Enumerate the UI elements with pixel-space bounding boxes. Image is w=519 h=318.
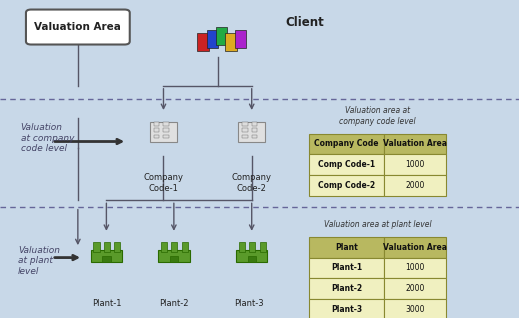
FancyBboxPatch shape bbox=[384, 299, 446, 318]
FancyBboxPatch shape bbox=[26, 10, 130, 45]
Bar bbox=[161, 242, 167, 252]
Text: Valuation Area: Valuation Area bbox=[383, 243, 447, 252]
Text: Plant-3: Plant-3 bbox=[234, 299, 264, 308]
Bar bbox=[163, 135, 169, 138]
Text: Company
Code-2: Company Code-2 bbox=[231, 173, 272, 193]
Text: Valuation
at company
code level: Valuation at company code level bbox=[21, 123, 74, 153]
FancyBboxPatch shape bbox=[384, 278, 446, 299]
Text: 1000: 1000 bbox=[405, 263, 425, 273]
FancyBboxPatch shape bbox=[384, 258, 446, 278]
Bar bbox=[154, 135, 159, 138]
Text: 2000: 2000 bbox=[405, 284, 425, 293]
Text: Plant-2: Plant-2 bbox=[159, 299, 188, 308]
Text: Valuation Area: Valuation Area bbox=[34, 22, 121, 32]
Text: Valuation area at plant level: Valuation area at plant level bbox=[324, 220, 431, 229]
Bar bbox=[114, 242, 120, 252]
FancyBboxPatch shape bbox=[309, 154, 384, 175]
Bar bbox=[102, 256, 111, 262]
FancyBboxPatch shape bbox=[384, 154, 446, 175]
FancyBboxPatch shape bbox=[216, 27, 227, 45]
Bar bbox=[163, 122, 169, 126]
Bar bbox=[249, 242, 255, 252]
FancyBboxPatch shape bbox=[309, 175, 384, 196]
Bar bbox=[242, 128, 248, 132]
Text: Company
Code-1: Company Code-1 bbox=[143, 173, 184, 193]
FancyBboxPatch shape bbox=[207, 30, 218, 48]
Text: 2000: 2000 bbox=[405, 181, 425, 190]
Bar bbox=[252, 122, 257, 126]
Text: Comp Code-1: Comp Code-1 bbox=[318, 160, 375, 169]
Bar bbox=[252, 128, 257, 132]
Text: Comp Code-2: Comp Code-2 bbox=[318, 181, 375, 190]
Text: Plant-2: Plant-2 bbox=[331, 284, 362, 293]
Bar bbox=[154, 122, 159, 126]
FancyBboxPatch shape bbox=[225, 33, 237, 51]
Bar bbox=[163, 128, 169, 132]
Bar bbox=[242, 122, 248, 126]
FancyBboxPatch shape bbox=[384, 134, 446, 154]
FancyBboxPatch shape bbox=[236, 250, 267, 262]
Text: Valuation Area: Valuation Area bbox=[383, 139, 447, 149]
FancyBboxPatch shape bbox=[158, 250, 189, 262]
FancyBboxPatch shape bbox=[91, 250, 122, 262]
FancyBboxPatch shape bbox=[197, 33, 209, 51]
Text: 1000: 1000 bbox=[405, 160, 425, 169]
Text: Plant: Plant bbox=[335, 243, 358, 252]
Bar bbox=[154, 128, 159, 132]
Bar bbox=[93, 242, 100, 252]
FancyBboxPatch shape bbox=[309, 299, 384, 318]
Text: 3000: 3000 bbox=[405, 305, 425, 314]
Text: Valuation
at plant
level: Valuation at plant level bbox=[18, 246, 60, 276]
Bar bbox=[242, 135, 248, 138]
FancyBboxPatch shape bbox=[309, 237, 384, 258]
Bar bbox=[104, 242, 110, 252]
Bar bbox=[252, 135, 257, 138]
FancyBboxPatch shape bbox=[384, 175, 446, 196]
Text: Plant-1: Plant-1 bbox=[331, 263, 362, 273]
Bar bbox=[170, 256, 178, 262]
Bar bbox=[248, 256, 256, 262]
FancyBboxPatch shape bbox=[309, 278, 384, 299]
FancyBboxPatch shape bbox=[235, 30, 246, 48]
Bar bbox=[260, 242, 266, 252]
Bar bbox=[171, 242, 177, 252]
Text: Plant-1: Plant-1 bbox=[92, 299, 121, 308]
FancyBboxPatch shape bbox=[309, 258, 384, 278]
Text: Valuation area at
company code level: Valuation area at company code level bbox=[339, 106, 416, 126]
Text: Plant-3: Plant-3 bbox=[331, 305, 362, 314]
Bar bbox=[239, 242, 245, 252]
FancyBboxPatch shape bbox=[309, 134, 384, 154]
FancyBboxPatch shape bbox=[238, 122, 265, 142]
FancyBboxPatch shape bbox=[150, 122, 177, 142]
Text: Company Code: Company Code bbox=[314, 139, 379, 149]
FancyBboxPatch shape bbox=[384, 237, 446, 258]
Bar bbox=[182, 242, 188, 252]
Text: Client: Client bbox=[285, 16, 324, 29]
